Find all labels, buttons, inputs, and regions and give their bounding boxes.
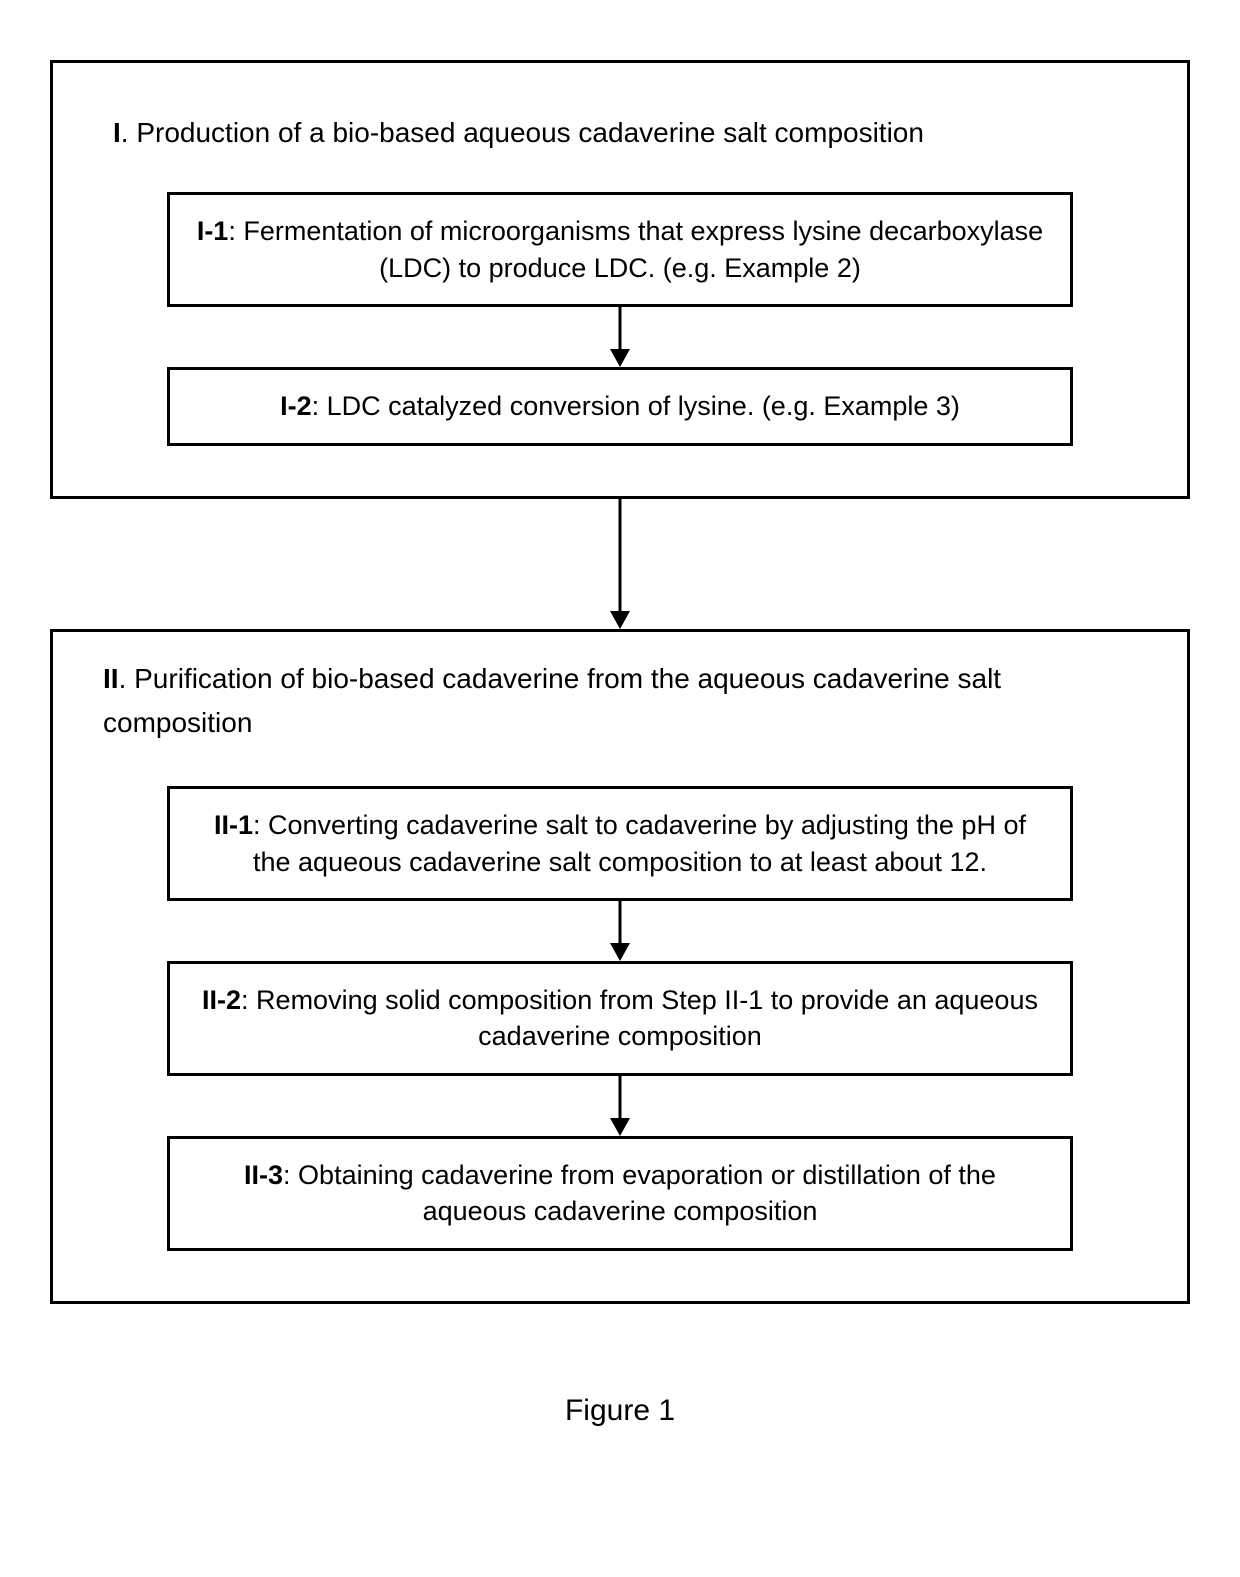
- step-I-1-rest: : Fermentation of microorganisms that ex…: [228, 216, 1043, 282]
- section-1-title-bold: I: [113, 117, 121, 148]
- figure-caption: Figure 1: [50, 1394, 1190, 1428]
- step-I-2-bold: I-2: [280, 391, 312, 421]
- step-I-1-bold: I-1: [197, 216, 229, 246]
- section-1-title-rest: . Production of a bio-based aqueous cada…: [121, 117, 924, 148]
- arrow-II1-to-II2: [93, 901, 1147, 961]
- section-2-container: II. Purification of bio-based cadaverine…: [50, 629, 1190, 1304]
- step-II-2-rest: : Removing solid composition from Step I…: [241, 985, 1038, 1051]
- step-II-2: II-2: Removing solid composition from St…: [167, 961, 1073, 1076]
- step-I-2-rest: : LDC catalyzed conversion of lysine. (e…: [312, 391, 960, 421]
- section-1-title: I. Production of a bio-based aqueous cad…: [113, 113, 1147, 152]
- step-II-3-rest: : Obtaining cadaverine from evaporation …: [283, 1160, 996, 1226]
- step-I-2: I-2: LDC catalyzed conversion of lysine.…: [167, 367, 1073, 445]
- section-2-title-rest: . Purification of bio-based cadaverine f…: [103, 663, 1001, 739]
- figure-page: I. Production of a bio-based aqueous cad…: [0, 0, 1240, 1577]
- arrow-I1-to-I2: [93, 307, 1147, 367]
- arrow-II2-to-II3: [93, 1076, 1147, 1136]
- step-I-1: I-1: Fermentation of microorganisms that…: [167, 192, 1073, 307]
- section-2-title: II. Purification of bio-based cadaverine…: [103, 657, 1137, 747]
- step-II-2-bold: II-2: [202, 985, 241, 1015]
- section-2-title-bold: II: [103, 663, 119, 694]
- section-1-container: I. Production of a bio-based aqueous cad…: [50, 60, 1190, 499]
- step-II-1-rest: : Converting cadaverine salt to cadaveri…: [253, 810, 1026, 876]
- step-II-1-bold: II-1: [214, 810, 253, 840]
- arrow-section1-to-section2: [50, 499, 1190, 629]
- step-II-1: II-1: Converting cadaverine salt to cada…: [167, 786, 1073, 901]
- step-II-3: II-3: Obtaining cadaverine from evaporat…: [167, 1136, 1073, 1251]
- step-II-3-bold: II-3: [244, 1160, 283, 1190]
